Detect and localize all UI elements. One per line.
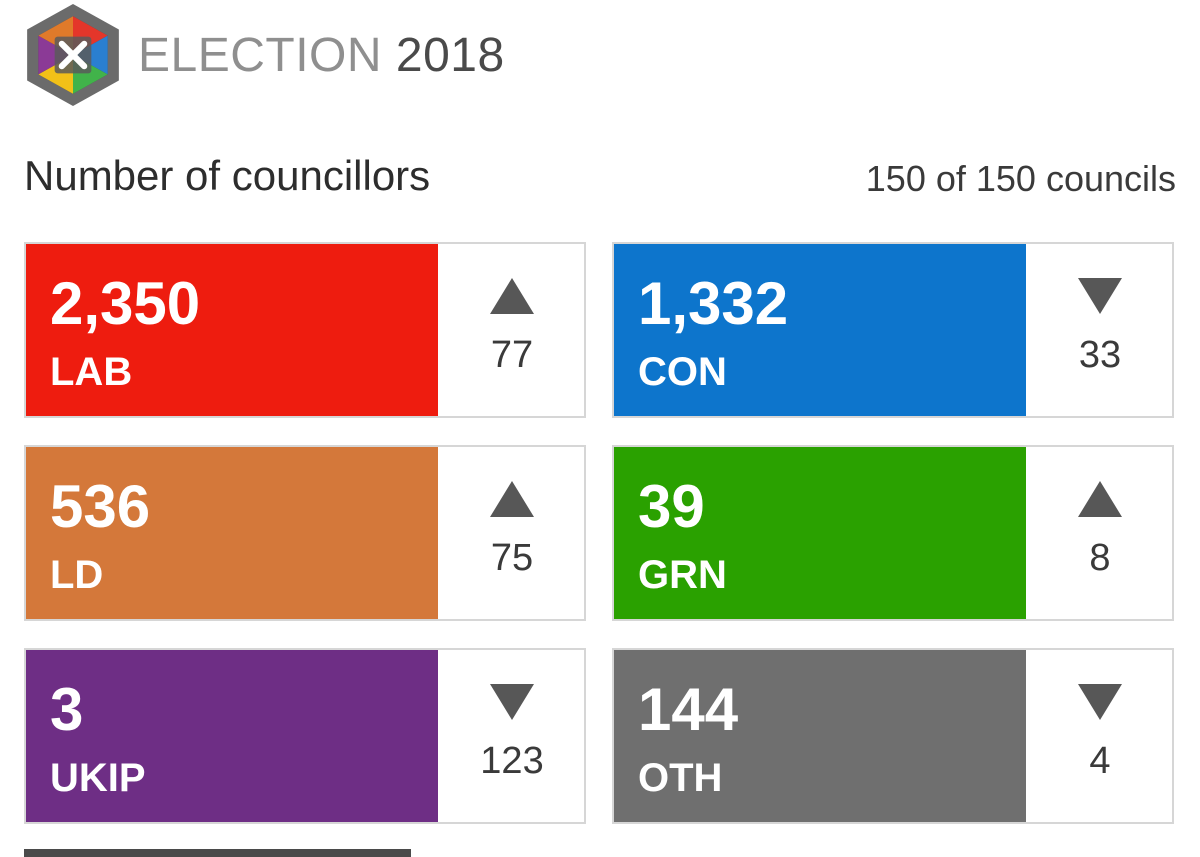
party-name: CON [638, 350, 727, 394]
party-card-oth[interactable]: 144 OTH 4 [612, 648, 1174, 824]
party-card-ukip[interactable]: 3 UKIP 123 [24, 648, 586, 824]
change-cell: 123 [438, 650, 586, 822]
seat-count: 2,350 [50, 270, 201, 337]
party-name: OTH [638, 756, 723, 800]
brand-year: 2018 [395, 28, 505, 82]
party-card-grn[interactable]: 39 GRN 8 [612, 445, 1174, 621]
triangle-up-icon [1078, 481, 1122, 517]
party-color-panel: 536 LD [26, 447, 438, 619]
seat-count: 536 [50, 473, 151, 540]
change-cell: 77 [438, 244, 586, 416]
seat-count: 3 [50, 676, 84, 743]
party-name: LD [50, 553, 104, 597]
change-cell: 8 [1026, 447, 1174, 619]
party-card-lab[interactable]: 2,350 LAB 77 [24, 242, 586, 418]
header: ELECTION 2018 [22, 0, 505, 110]
seat-change: 75 [490, 537, 534, 579]
party-card-ld[interactable]: 536 LD 75 [24, 445, 586, 621]
election-logo-icon [27, 4, 119, 106]
scroll-indicator [24, 849, 411, 857]
change-cell: 4 [1026, 650, 1174, 822]
seat-change: 123 [480, 740, 544, 782]
brand-title: ELECTION 2018 [138, 28, 505, 83]
party-color-panel: 144 OTH [614, 650, 1026, 822]
section-title: Number of councillors [24, 152, 431, 199]
seat-change: 4 [1089, 740, 1111, 782]
triangle-down-icon [1078, 278, 1122, 314]
seat-change: 77 [490, 334, 534, 376]
councils-status: 150 of 150 councils [865, 158, 1176, 199]
party-color-panel: 3 UKIP [26, 650, 438, 822]
triangle-up-icon [490, 481, 534, 517]
party-color-panel: 39 GRN [614, 447, 1026, 619]
seat-count: 1,332 [638, 270, 789, 337]
change-cell: 75 [438, 447, 586, 619]
change-cell: 33 [1026, 244, 1174, 416]
party-color-panel: 1,332 CON [614, 244, 1026, 416]
party-name: UKIP [50, 756, 146, 800]
triangle-up-icon [490, 278, 534, 314]
seat-change: 8 [1089, 537, 1111, 579]
party-name: LAB [50, 350, 133, 394]
party-color-panel: 2,350 LAB [26, 244, 438, 416]
triangle-down-icon [1078, 684, 1122, 720]
seat-change: 33 [1078, 334, 1122, 376]
triangle-down-icon [490, 684, 534, 720]
brand-word: ELECTION [138, 28, 383, 82]
party-card-con[interactable]: 1,332 CON 33 [612, 242, 1174, 418]
seat-count: 39 [638, 473, 705, 540]
seat-count: 144 [638, 676, 739, 743]
party-name: GRN [638, 553, 727, 597]
